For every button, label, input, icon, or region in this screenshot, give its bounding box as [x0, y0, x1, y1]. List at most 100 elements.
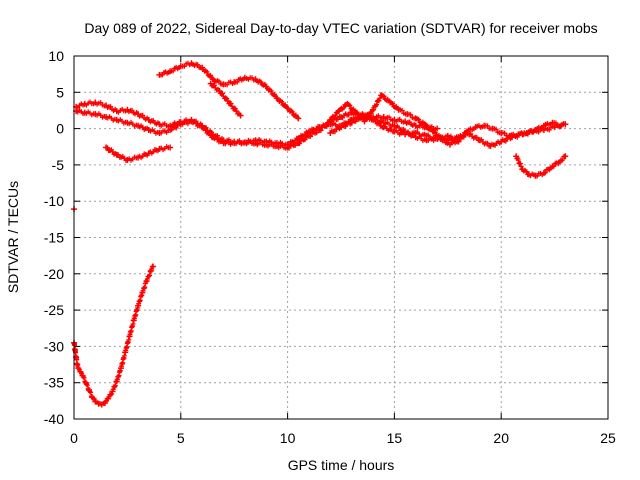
track-segment	[346, 102, 358, 114]
track-segment	[226, 101, 238, 112]
track-segment	[350, 114, 364, 124]
y-tick-label: -5	[52, 157, 65, 173]
track-segment	[551, 159, 563, 169]
data-point	[150, 263, 157, 270]
track-segment	[169, 64, 182, 74]
track-segment	[233, 76, 246, 85]
track-segment	[84, 99, 97, 108]
track-segment	[436, 135, 449, 144]
track-segment	[534, 171, 545, 179]
track-segment	[217, 90, 230, 102]
track-segment	[264, 85, 279, 99]
y-tick-label: -25	[44, 302, 64, 318]
x-tick-label: 5	[177, 430, 185, 446]
y-tick-label: 10	[48, 48, 64, 64]
track-segment	[393, 123, 407, 133]
y-tick-label: -10	[44, 193, 64, 209]
grid-lines	[74, 56, 608, 419]
chart-title: Day 089 of 2022, Sidereal Day-to-day VTE…	[84, 20, 597, 36]
track-segment	[404, 119, 417, 128]
plot-frame	[73, 55, 609, 420]
data-point	[237, 112, 244, 119]
track-segment	[209, 82, 221, 93]
x-tick-labels: 0 5 10 15 20 25	[70, 430, 616, 446]
track-segment	[137, 123, 150, 132]
track-segment	[393, 128, 406, 137]
track-segment	[380, 93, 392, 104]
track-segment	[393, 116, 406, 125]
data-point	[167, 144, 174, 151]
track-segment	[414, 116, 426, 126]
track-segment	[180, 60, 193, 69]
track-segment	[211, 135, 225, 145]
track-segment	[329, 109, 341, 121]
track-segment	[254, 78, 268, 88]
track-segment	[190, 119, 204, 129]
track-segment	[75, 108, 86, 117]
track-segment	[200, 66, 215, 81]
track-segment	[500, 134, 513, 144]
track-segment	[528, 171, 537, 179]
y-tick-labels: -40 -35 -30 -25 -20 -15 -10 -5 0 5 10	[44, 48, 64, 427]
track-segment	[137, 112, 150, 122]
track-segment	[106, 391, 115, 400]
y-tick-label: -30	[44, 338, 64, 354]
x-tick-label: 15	[387, 430, 403, 446]
series-track-f	[156, 60, 302, 122]
data-point	[562, 153, 569, 160]
track-segment	[388, 100, 400, 111]
track-segment	[73, 356, 80, 366]
track-segment	[404, 129, 417, 138]
axis-ticks	[73, 55, 609, 420]
track-segment	[116, 106, 129, 115]
track-segment	[489, 139, 503, 148]
series-track-h	[513, 153, 569, 179]
track-segment	[474, 123, 485, 130]
data-markers	[71, 60, 569, 408]
track-segment	[84, 381, 91, 392]
series-track-d	[327, 112, 569, 150]
series-track-g	[207, 80, 244, 119]
track-segment	[222, 79, 235, 88]
track-segment	[542, 165, 554, 176]
x-tick-label: 20	[493, 430, 509, 446]
track-segment	[80, 374, 88, 384]
data-point	[295, 115, 302, 122]
track-segment	[90, 395, 97, 402]
track-segment	[423, 122, 435, 133]
x-axis-label: GPS time / hours	[288, 457, 395, 473]
track-segment	[286, 107, 300, 120]
track-segment	[329, 125, 342, 135]
track-segment	[137, 151, 150, 161]
y-tick-label: -35	[44, 375, 64, 391]
track-segment	[559, 154, 567, 163]
track-segment	[244, 75, 257, 83]
series-track-i	[71, 263, 157, 408]
x-tick-label: 0	[70, 430, 78, 446]
track-segment	[415, 129, 428, 139]
track-segment	[149, 264, 155, 272]
y-axis-label: SDTVAR / TECUs	[5, 181, 21, 293]
y-tick-label: 0	[56, 121, 64, 137]
track-segment	[72, 349, 79, 359]
track-segment	[158, 69, 172, 78]
y-tick-label: -20	[44, 266, 64, 282]
data-point	[233, 108, 240, 115]
track-segment	[158, 121, 171, 129]
track-segment	[275, 97, 289, 110]
track-segment	[103, 396, 110, 404]
track-segment	[425, 132, 438, 142]
track-segment	[466, 126, 477, 133]
track-segment	[543, 121, 554, 128]
track-segment	[147, 118, 161, 127]
x-tick-label: 25	[600, 430, 616, 446]
track-segment	[87, 388, 94, 399]
y-tick-label: -15	[44, 230, 64, 246]
track-segment	[105, 104, 118, 114]
y-tick-label: -40	[44, 411, 64, 427]
track-segment	[532, 126, 545, 135]
y-tick-label: 5	[56, 84, 64, 100]
data-point	[434, 125, 441, 132]
